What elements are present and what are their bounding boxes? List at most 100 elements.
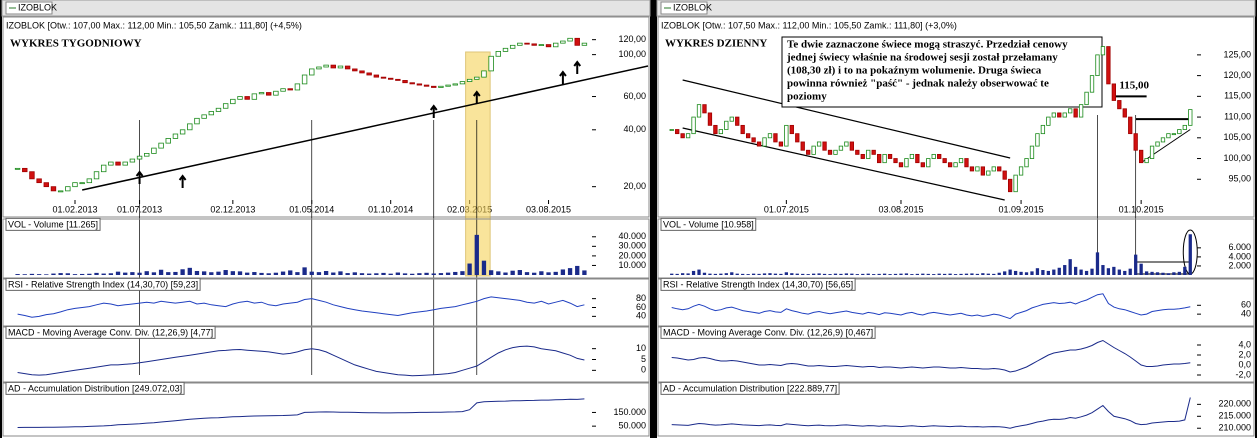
volume-bar: [532, 272, 537, 275]
subpanel-frame: [2, 278, 650, 327]
volume-bar: [245, 272, 250, 275]
volume-bar: [904, 273, 909, 275]
x-tick-label: 01.09.2015: [999, 204, 1044, 214]
candle: [57, 190, 64, 193]
volume-bar: [817, 273, 821, 275]
candle: [1057, 112, 1062, 118]
volume-bar: [741, 273, 745, 275]
volume-bar: [467, 263, 472, 275]
candle: [756, 141, 762, 147]
y-tick-label: -2,0: [1235, 369, 1251, 379]
volume-bar: [1068, 259, 1072, 275]
volume-bar: [790, 273, 794, 275]
volume-bar: [719, 273, 723, 275]
channel-line: [682, 79, 1011, 159]
candle: [481, 70, 487, 78]
candle: [129, 158, 136, 163]
volume-bar: [1024, 272, 1029, 275]
candle: [707, 112, 713, 126]
volume-bar: [970, 273, 974, 275]
volume-bar: [953, 274, 958, 275]
subpanel-title: RSI - Relative Strength Index (14,30,70)…: [663, 279, 853, 289]
y-tick-label: 100,00: [1223, 153, 1251, 163]
volume-bar: [1123, 270, 1127, 275]
candle: [1106, 46, 1111, 85]
x-tick-label: 01.07.2015: [764, 204, 809, 214]
volume-bar: [839, 273, 843, 275]
volume-bar: [948, 273, 952, 275]
candle: [713, 124, 718, 135]
candle: [72, 182, 78, 188]
candle: [524, 42, 530, 45]
volume-bar: [762, 273, 767, 275]
y-tick-label: 40: [1241, 309, 1251, 319]
note-line: (108,30 zł) i to na pokaźnym wolumenie. …: [787, 65, 1042, 77]
candle: [115, 161, 121, 166]
candle: [251, 93, 258, 100]
volume-bar: [697, 269, 701, 275]
volume-bar: [959, 273, 963, 275]
volume-bar: [675, 273, 679, 275]
volume-bar: [915, 273, 919, 275]
candle: [844, 141, 849, 147]
volume-bar: [546, 272, 551, 275]
candle: [1160, 137, 1166, 143]
volume-bar: [850, 273, 854, 275]
volume-bar: [981, 273, 985, 275]
candle: [86, 178, 93, 184]
candle: [567, 37, 573, 42]
candle: [273, 90, 279, 96]
candle: [179, 129, 186, 135]
volume-bar: [323, 270, 329, 275]
volume-bar: [137, 272, 142, 275]
triangle-line: [1140, 129, 1191, 164]
candle: [43, 182, 49, 188]
volume-bar: [36, 274, 42, 275]
arrow: [429, 104, 438, 118]
y-tick-label: 100,00: [618, 49, 646, 59]
candle: [517, 42, 523, 46]
candle: [280, 88, 286, 92]
volume-bar: [374, 273, 379, 275]
y-tick-label: 30.000: [618, 241, 646, 251]
volume-bar: [910, 274, 914, 275]
volume-bar: [1013, 270, 1018, 275]
y-tick-label: 210.000: [1218, 423, 1251, 433]
candle: [958, 158, 964, 164]
candle: [1188, 109, 1193, 126]
y-tick-label: 0: [641, 365, 646, 375]
candle: [1111, 83, 1117, 101]
volume-bar: [746, 274, 750, 275]
candle: [488, 55, 494, 72]
candle: [898, 162, 904, 168]
candle: [574, 37, 580, 46]
volume-bar: [194, 270, 200, 275]
volume-bar: [431, 273, 436, 275]
volume-bar: [828, 274, 832, 275]
volume-bar: [773, 273, 778, 275]
candle: [1122, 108, 1127, 118]
volume-bar: [1172, 272, 1176, 275]
candle: [560, 40, 566, 44]
candle: [22, 167, 28, 173]
candle: [811, 145, 816, 155]
candle: [538, 44, 545, 46]
volume-bar: [735, 273, 739, 275]
volume-bar: [367, 273, 372, 275]
candle: [822, 141, 827, 151]
candle: [980, 166, 986, 176]
volume-bar: [402, 273, 408, 275]
volume-bar: [724, 273, 728, 275]
subpanel-frame: [2, 326, 650, 383]
volume-bar: [316, 272, 322, 275]
volume-bar: [681, 273, 685, 275]
volume-bar: [855, 274, 859, 275]
volume-bar: [937, 273, 941, 275]
indicator-line: [671, 339, 1191, 373]
candle: [860, 153, 865, 159]
arrow: [573, 60, 582, 74]
candle: [474, 76, 480, 80]
subpanel-frame: [657, 382, 1255, 437]
volume-bar: [1188, 234, 1192, 275]
candle: [997, 166, 1002, 172]
